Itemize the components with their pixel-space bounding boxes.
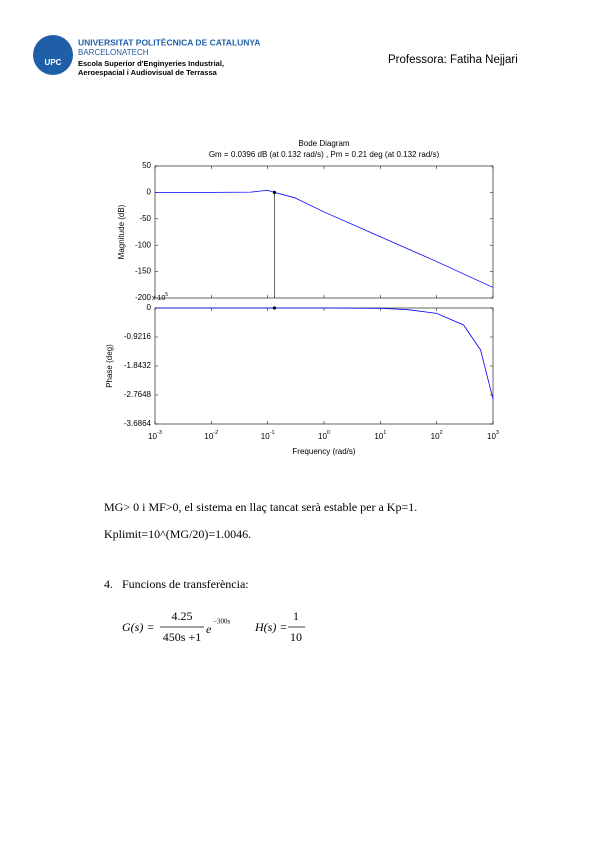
tick-base: 10 bbox=[374, 432, 383, 441]
margin-point bbox=[272, 306, 277, 310]
author: Professora: Fatiha Nejjari bbox=[388, 54, 518, 66]
y-tick-label: -200 bbox=[135, 293, 152, 302]
exponent: −300s bbox=[213, 618, 230, 626]
y-tick-label: 0 bbox=[147, 188, 152, 197]
y-multiplier: x 105 bbox=[152, 292, 168, 302]
y-axis-label: Magnitude (dB) bbox=[117, 204, 126, 259]
x-tick-label: 103 bbox=[487, 430, 499, 441]
y-tick-label: -150 bbox=[135, 267, 152, 276]
logo-text: UPC bbox=[45, 58, 62, 67]
y-tick-label: 50 bbox=[142, 161, 151, 170]
list-number: 4. bbox=[104, 577, 113, 591]
plot-frame bbox=[154, 165, 494, 299]
y-tick-label: -100 bbox=[135, 240, 152, 249]
y-tick-label: 0 bbox=[147, 303, 152, 312]
list-text: Funcions de transferència: bbox=[122, 577, 249, 591]
tick-exponent: -3 bbox=[157, 430, 162, 436]
denominator: 450s +1 bbox=[163, 630, 201, 644]
x-tick-label: 100 bbox=[318, 430, 330, 441]
tick-exponent: -1 bbox=[270, 430, 275, 436]
multiplier-exponent: 5 bbox=[165, 292, 168, 298]
tick-exponent: 1 bbox=[383, 430, 386, 436]
tick-exponent: 2 bbox=[440, 430, 443, 436]
chart-subtitle: Gm = 0.0396 dB (at 0.132 rad/s) , Pm = 0… bbox=[209, 150, 440, 159]
y-tick-label: -3.6864 bbox=[124, 419, 152, 428]
tick-exponent: 0 bbox=[327, 430, 330, 436]
data-line bbox=[155, 307, 494, 400]
paragraph: Kplimit=10^(MG/20)=1.0046. bbox=[104, 527, 251, 541]
school: Aeroespacial i Audiovisual de Terrassa bbox=[78, 68, 218, 77]
exp-base: e bbox=[206, 622, 212, 636]
multiplier-base: x 10 bbox=[152, 295, 165, 302]
y-tick-label: -2.7648 bbox=[124, 390, 152, 399]
x-tick-label: 10-1 bbox=[261, 430, 275, 441]
margin-point bbox=[272, 190, 277, 194]
equation-lhs: H(s) = bbox=[254, 620, 287, 634]
x-axis-label: Frequency (rad/s) bbox=[292, 447, 355, 456]
tick-base: 10 bbox=[204, 432, 213, 441]
x-tick-label: 102 bbox=[431, 430, 443, 441]
brand: BARCELONATECH bbox=[78, 48, 149, 57]
numerator: 4.25 bbox=[172, 609, 193, 623]
y-tick-label: -50 bbox=[139, 214, 151, 223]
school: Escola Superior d'Enginyeries Industrial… bbox=[78, 59, 224, 68]
data-line bbox=[155, 189, 494, 288]
tick-exponent: 3 bbox=[496, 430, 499, 436]
x-tick-label: 10-3 bbox=[148, 430, 162, 441]
denominator: 10 bbox=[290, 630, 302, 644]
equation-lhs: G(s) = bbox=[122, 620, 154, 634]
tick-base: 10 bbox=[487, 432, 496, 441]
y-tick-label: -0.9216 bbox=[124, 332, 152, 341]
x-tick-label: 10-2 bbox=[204, 430, 218, 441]
tick-base: 10 bbox=[148, 432, 157, 441]
tick-base: 10 bbox=[261, 432, 270, 441]
logo-mark bbox=[33, 35, 73, 75]
tick-base: 10 bbox=[318, 432, 327, 441]
numerator: 1 bbox=[293, 609, 299, 623]
university: UNIVERSITAT POLITÈCNICA DE CATALUNYA bbox=[78, 37, 260, 47]
plot-frame bbox=[154, 307, 494, 425]
y-axis-label: Phase (deg) bbox=[105, 344, 114, 388]
paragraph: MG> 0 i MF>0, el sistema en llaç tancat … bbox=[104, 500, 417, 514]
y-tick-label: -1.8432 bbox=[124, 361, 152, 370]
tick-base: 10 bbox=[431, 432, 440, 441]
chart-title: Bode Diagram bbox=[298, 139, 349, 148]
tick-exponent: -2 bbox=[213, 430, 218, 436]
x-tick-label: 101 bbox=[374, 430, 386, 441]
